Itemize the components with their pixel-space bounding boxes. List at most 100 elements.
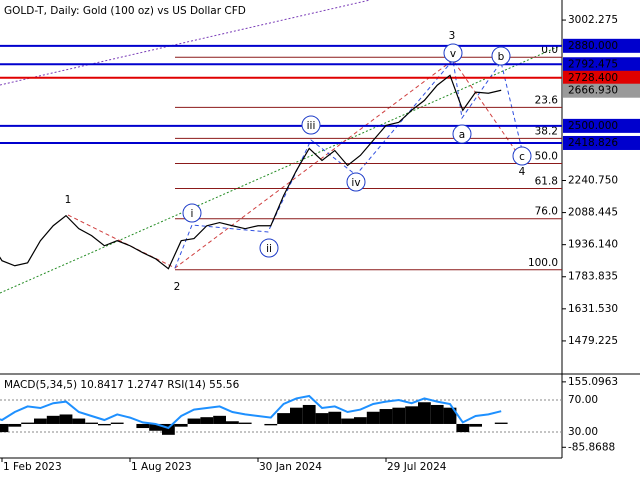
fib-label: 38.2 (535, 125, 558, 137)
wave-circle (346, 172, 366, 192)
y-tick-label: 1479.225 (568, 335, 618, 347)
level-tag (563, 118, 640, 133)
histogram-bar (213, 415, 226, 424)
fib-label: 0.0 (541, 44, 558, 56)
fib-label: 23.6 (535, 94, 559, 106)
fib-label: 100.0 (528, 257, 558, 269)
level-tag (563, 135, 640, 150)
histogram-bar (277, 413, 290, 424)
x-tick-label: 1 Feb 2023 (3, 461, 62, 473)
level-tag-label: 2500.000 (568, 120, 618, 132)
y-tick-label: 3002.275 (568, 14, 618, 26)
histogram-bar (315, 413, 329, 424)
indicator-title: MACD(5,34,5) 10.8417 1.2747 RSI(14) 55.5… (4, 379, 240, 391)
y-tick-label: 1783.835 (568, 271, 618, 283)
histogram-bar (110, 422, 124, 424)
wave-label: b (498, 51, 505, 63)
level-tag-label: 2418.826 (568, 137, 618, 149)
price-tag (563, 83, 640, 98)
histogram-bar (469, 423, 482, 427)
histogram-bar (46, 415, 60, 424)
y-tick-label: 2088.445 (568, 207, 618, 219)
histogram-bar (354, 417, 367, 424)
y-tick-label: -85.8688 (568, 441, 615, 453)
wave-circle (443, 43, 463, 63)
level-tag-label: 2728.400 (568, 72, 618, 84)
level-tag (563, 38, 640, 53)
wave-path (67, 59, 523, 269)
wave-label: ii (266, 243, 272, 255)
histogram-bar (392, 407, 406, 424)
indicator-area (0, 394, 562, 435)
level-tag (563, 70, 640, 85)
histogram-bar (418, 402, 431, 424)
histogram-bar (34, 418, 47, 424)
wave-label: v (450, 48, 456, 60)
wave-circle (301, 115, 321, 135)
wave-label: a (459, 129, 465, 141)
histogram-bar (72, 418, 86, 424)
histogram-bar (59, 414, 73, 424)
histogram-bar (328, 411, 342, 424)
x-tick-label: 30 Jan 2024 (259, 461, 322, 473)
histogram-bar (21, 422, 34, 424)
wave-circle (491, 46, 511, 66)
histogram-bar (341, 418, 354, 424)
wave-label: c (519, 151, 525, 163)
histogram-bar (290, 407, 303, 424)
y-tick-label: 2240.750 (568, 174, 618, 186)
histogram-bar (85, 422, 98, 424)
y-tick-label: 1936.140 (568, 239, 618, 251)
histogram-bar (136, 423, 150, 429)
trend-line (0, 0, 371, 86)
chart-title: GOLD-T, Daily: Gold (100 oz) vs US Dolla… (4, 5, 246, 17)
histogram-bar (443, 407, 457, 424)
wave-label: 2 (174, 281, 181, 293)
wave-circle (182, 203, 202, 223)
level-tag (563, 57, 640, 72)
histogram-bar (379, 409, 393, 424)
wave-circle (259, 238, 279, 258)
histogram-bar (162, 423, 175, 435)
fib-label: 61.8 (535, 176, 558, 188)
wave-label: iv (351, 177, 360, 189)
wave-circle (512, 146, 532, 166)
y2-tick-label: 30.00 (568, 426, 598, 438)
histogram-bar (174, 423, 188, 427)
histogram-bar (430, 404, 444, 424)
rsi-line (0, 394, 502, 430)
wave-label: 3 (449, 30, 456, 42)
y-tick-label: 155.0963 (568, 376, 618, 388)
histogram-bar (200, 417, 214, 424)
level-tag-label: 2792.475 (568, 58, 618, 70)
histogram-bar (187, 418, 201, 424)
wave-label: 4 (519, 166, 526, 178)
wave-circle (452, 124, 472, 144)
price-tag-label: 2666.930 (568, 85, 618, 97)
fib-label: 50.0 (535, 150, 558, 162)
histogram-bar (149, 423, 162, 431)
y2-tick-label: 70.00 (568, 394, 598, 406)
histogram-bar (98, 423, 111, 426)
wave-label: iii (307, 120, 316, 132)
histogram-bar (0, 423, 9, 433)
level-tag-label: 2880.000 (568, 40, 618, 52)
x-tick-label: 29 Jul 2024 (387, 461, 447, 473)
histogram-bar (405, 406, 418, 424)
x-tick-label: 1 Aug 2023 (131, 461, 192, 473)
wave-label: i (191, 208, 194, 220)
histogram-bar (8, 423, 22, 427)
histogram-bar (238, 422, 252, 424)
histogram-bar (226, 421, 239, 424)
histogram-bar (456, 423, 470, 433)
histogram-bar (302, 404, 316, 424)
histogram-bar (366, 411, 380, 424)
histogram-bar (494, 422, 508, 424)
y-tick-label: 1631.530 (568, 303, 618, 315)
histogram-bar (264, 423, 278, 426)
fib-label: 76.0 (535, 206, 558, 218)
wave-label: 1 (65, 194, 72, 206)
price-line (0, 74, 502, 270)
